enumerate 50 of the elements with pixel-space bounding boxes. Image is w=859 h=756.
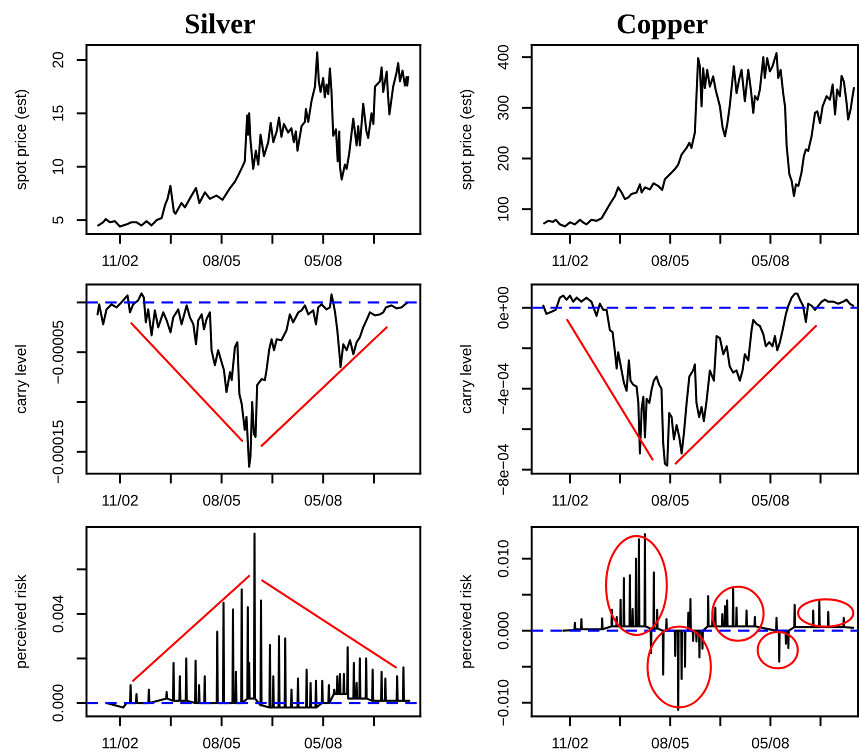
line-series xyxy=(97,51,410,228)
y-tick-label: −0.00015 xyxy=(52,420,64,484)
x-tick-label: 11/02 xyxy=(552,254,588,266)
y-tick-label: −0.010 xyxy=(498,680,509,726)
y-tick-label: 0e+00 xyxy=(498,286,509,329)
y-tick-label: −0.00005 xyxy=(52,320,64,384)
y-axis-title: spot price (est) xyxy=(14,90,30,190)
x-tick-label: 05/08 xyxy=(304,494,342,506)
x-tick-label: 11/02 xyxy=(102,737,138,748)
x-tick-label: 11/02 xyxy=(102,494,138,506)
y-tick-label: 5 xyxy=(52,216,64,224)
y-tick-label: 0.004 xyxy=(52,595,64,632)
line-series xyxy=(562,533,854,711)
x-tick-label: 05/08 xyxy=(752,737,789,748)
chart-title: Silver xyxy=(186,13,255,34)
x-tick-label: 05/08 xyxy=(752,254,789,266)
y-axis-title: perceived risk xyxy=(460,574,474,668)
y-tick-label: 200 xyxy=(498,146,509,170)
y-tick-label: 20 xyxy=(52,52,64,68)
x-tick-label: 08/05 xyxy=(203,494,240,506)
y-axis-title: carry level xyxy=(14,345,30,414)
y-tick-label: 300 xyxy=(498,96,509,120)
y-tick-label: 0.010 xyxy=(498,540,509,578)
x-tick-label: 11/02 xyxy=(552,737,588,748)
y-tick-label: 400 xyxy=(498,45,509,70)
x-tick-label: 05/08 xyxy=(304,737,342,748)
y-axis-title: perceived risk xyxy=(14,574,30,668)
y-tick-label: 0.000 xyxy=(498,612,509,650)
line-series xyxy=(543,52,855,228)
line-series xyxy=(542,292,854,467)
line-series xyxy=(96,292,410,468)
x-tick-label: 05/08 xyxy=(752,494,789,506)
x-tick-label: 08/05 xyxy=(203,737,240,748)
x-tick-label: 08/05 xyxy=(652,254,689,266)
x-tick-label: 08/05 xyxy=(652,494,689,506)
y-tick-label: 10 xyxy=(52,158,64,174)
y-tick-label: −4e−04 xyxy=(498,363,509,414)
x-tick-label: 08/05 xyxy=(652,737,689,748)
line-series xyxy=(105,532,410,709)
y-tick-label: 0.000 xyxy=(52,684,64,722)
x-tick-label: 05/08 xyxy=(304,254,342,266)
chart-title: Copper xyxy=(618,14,708,40)
y-tick-label: 15 xyxy=(52,105,64,121)
y-tick-label: −8e−04 xyxy=(498,444,509,495)
y-axis-title: carry level xyxy=(460,345,474,414)
y-axis-title: spot price (est) xyxy=(460,90,474,190)
x-tick-label: 08/05 xyxy=(203,254,240,266)
y-tick-label: 100 xyxy=(498,197,509,221)
x-tick-label: 11/02 xyxy=(102,254,138,266)
x-tick-label: 11/02 xyxy=(552,494,588,506)
